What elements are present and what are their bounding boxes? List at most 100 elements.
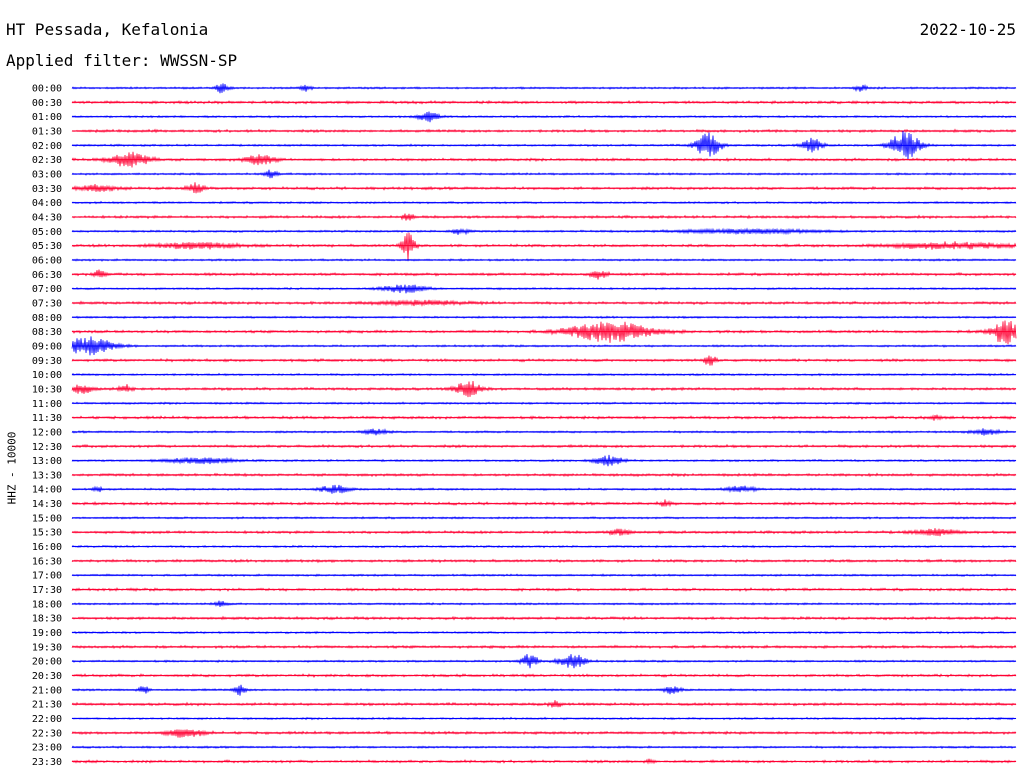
row-time-label: 12:00 [32,427,62,438]
seismic-trace [71,258,1017,262]
seismic-trace [71,227,1017,236]
row-time-label: 12:30 [32,442,62,453]
seismic-trace [71,182,1017,194]
seismic-trace [71,630,1017,635]
seismic-trace [71,515,1017,520]
seismic-trace [71,654,1017,669]
row-time-label: 20:30 [32,671,62,682]
row-time-label: 23:00 [32,743,62,754]
seismic-trace [71,558,1017,564]
row-time-label: 14:30 [32,499,62,510]
seismic-trace [71,284,1017,294]
seismic-trace [71,673,1017,679]
seismic-trace [71,615,1017,621]
row-time-label: 09:00 [32,341,62,352]
seismic-trace [71,758,1017,765]
seismic-trace [71,414,1017,421]
seismic-trace [71,232,1017,261]
seismic-trace [71,499,1017,508]
seismic-trace [71,587,1017,592]
filter-label: Applied filter: WWSSN-SP [6,51,238,70]
seismic-trace [71,315,1017,320]
seismic-trace [71,213,1017,221]
seismic-trace [71,729,1017,738]
seismic-trace [71,745,1017,750]
row-time-label: 09:30 [32,356,62,367]
seismic-trace [71,169,1017,179]
row-time-label: 17:30 [32,585,62,596]
seismic-trace [71,299,1017,307]
seismic-trace [71,269,1017,280]
row-time-label: 03:00 [32,169,62,180]
row-time-label: 18:00 [32,599,62,610]
seismic-trace [71,544,1017,549]
row-time-label: 02:00 [32,141,62,152]
row-time-label: 04:30 [32,212,62,223]
seismic-trace [71,355,1017,366]
row-time-label: 11:00 [32,399,62,410]
seismic-trace [71,528,1017,537]
seismic-trace [71,454,1017,467]
row-time-label: 10:30 [32,384,62,395]
seismic-trace [71,600,1017,608]
seismic-trace [71,484,1017,494]
row-time-label: 00:30 [32,98,62,109]
row-time-label: 23:30 [32,757,62,768]
row-time-label: 15:30 [32,528,62,539]
seismic-trace [71,716,1017,721]
seismic-trace [71,443,1017,449]
row-time-label: 22:30 [32,728,62,739]
row-time-label: 14:00 [32,485,62,496]
seismic-trace [71,401,1017,406]
seismic-trace [71,200,1017,205]
row-time-label: 01:00 [32,112,62,123]
row-time-label: 16:30 [32,556,62,567]
seismic-trace [71,380,1017,398]
seismic-trace [71,472,1017,478]
date-label: 2022-10-25 [919,20,1016,39]
row-time-label: 18:30 [32,614,62,625]
row-time-label: 05:30 [32,241,62,252]
row-time-label: 15:00 [32,513,62,524]
row-time-label: 06:30 [32,270,62,281]
row-time-label: 07:30 [32,298,62,309]
row-time-label: 21:30 [32,700,62,711]
row-time-label: 05:00 [32,227,62,238]
row-time-label: 00:00 [32,84,62,95]
row-time-label: 07:00 [32,284,62,295]
seismic-trace [71,151,1017,168]
row-time-label: 02:30 [32,155,62,166]
row-time-label: 13:00 [32,456,62,467]
row-time-label: 08:00 [32,313,62,324]
row-time-label: 03:30 [32,184,62,195]
row-time-label: 04:00 [32,198,62,209]
seismic-trace [71,372,1017,377]
seismic-trace [71,130,1017,160]
row-time-label: 20:00 [32,657,62,668]
row-time-label: 16:00 [32,542,62,553]
row-time-label: 10:00 [32,370,62,381]
row-time-label: 19:30 [32,642,62,653]
seismic-trace [71,336,1017,356]
seismic-trace [71,684,1017,696]
row-time-label: 08:30 [32,327,62,338]
seismic-trace [71,428,1017,436]
seismic-trace [71,700,1017,708]
row-time-label: 13:30 [32,470,62,481]
seismic-trace [71,573,1017,578]
row-time-label: 06:00 [32,255,62,266]
row-time-label: 22:00 [32,714,62,725]
row-time-label: 19:00 [32,628,62,639]
row-time-label: 11:30 [32,413,62,424]
seismic-trace [71,99,1017,105]
row-time-label: 01:30 [32,126,62,137]
row-time-label: 17:00 [32,571,62,582]
seismic-trace [71,644,1017,650]
station-title: HT Pessada, Kefalonia [6,20,209,39]
seismic-trace [71,83,1017,94]
seismic-trace [71,320,1017,345]
row-time-label: 21:00 [32,685,62,696]
seismic-trace [71,128,1017,134]
